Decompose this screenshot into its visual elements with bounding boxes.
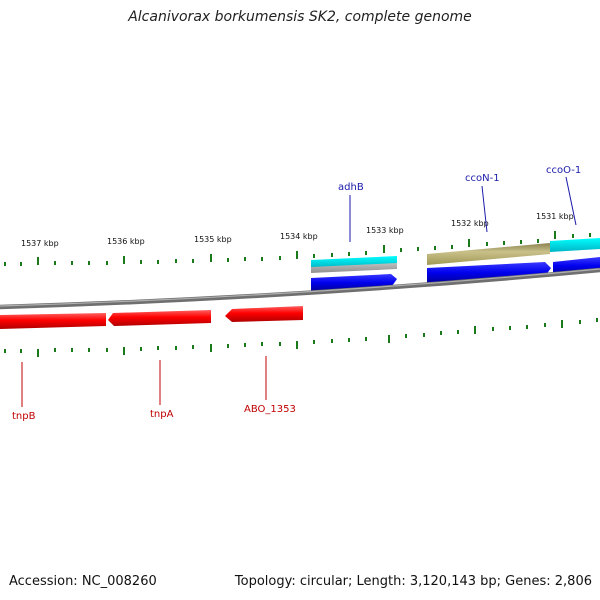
- gene-label-ABO_1353: ABO_1353: [244, 404, 296, 415]
- genome-backbone-highlight: [0, 268, 600, 307]
- lower-features: [0, 306, 303, 329]
- genome-backbone: [0, 267, 600, 310]
- bottom-leaders: [21, 356, 267, 407]
- gene-label-adhB: adhB: [338, 182, 364, 193]
- map-title: Alcanivorax borkumensis SK2, complete ge…: [128, 9, 472, 25]
- ruler-label: 1537 kbp: [21, 239, 59, 248]
- reverse-cds-arrow: [0, 313, 106, 329]
- kbp-ruler: 1537 kbp 1536 kbp 1535 kbp 1534 kbp 1533…: [21, 212, 574, 248]
- accession-label: Accession: NC_008260: [9, 574, 157, 589]
- feature-grey-block: [311, 263, 397, 273]
- gene-label-tnpB: tnpB: [12, 411, 36, 422]
- gene-label-ccoO-1: ccoO-1: [546, 165, 581, 176]
- upper-tick-row: [4, 231, 591, 266]
- ruler-label: 1534 kbp: [280, 232, 318, 241]
- feature-cyan-block: [550, 238, 600, 252]
- ruler-label: 1532 kbp: [451, 219, 489, 228]
- genome-summary: Topology: circular; Length: 3,120,143 bp…: [234, 574, 592, 589]
- top-leaders: [349, 176, 577, 242]
- upper-features: [311, 238, 600, 291]
- ruler-label: 1535 kbp: [194, 235, 232, 244]
- reverse-cds-arrow: [108, 310, 211, 326]
- gene-label-tnpA: tnpA: [150, 409, 174, 420]
- feature-olive-block: [427, 243, 550, 265]
- ruler-label: 1536 kbp: [107, 237, 145, 246]
- lower-tick-row: [4, 318, 598, 357]
- forward-cds-arrow: [427, 262, 551, 283]
- reverse-cds-arrow: [225, 306, 303, 322]
- gene-label-ccoN-1: ccoN-1: [465, 173, 500, 184]
- ruler-label: 1533 kbp: [366, 226, 404, 235]
- ruler-label: 1531 kbp: [536, 212, 574, 221]
